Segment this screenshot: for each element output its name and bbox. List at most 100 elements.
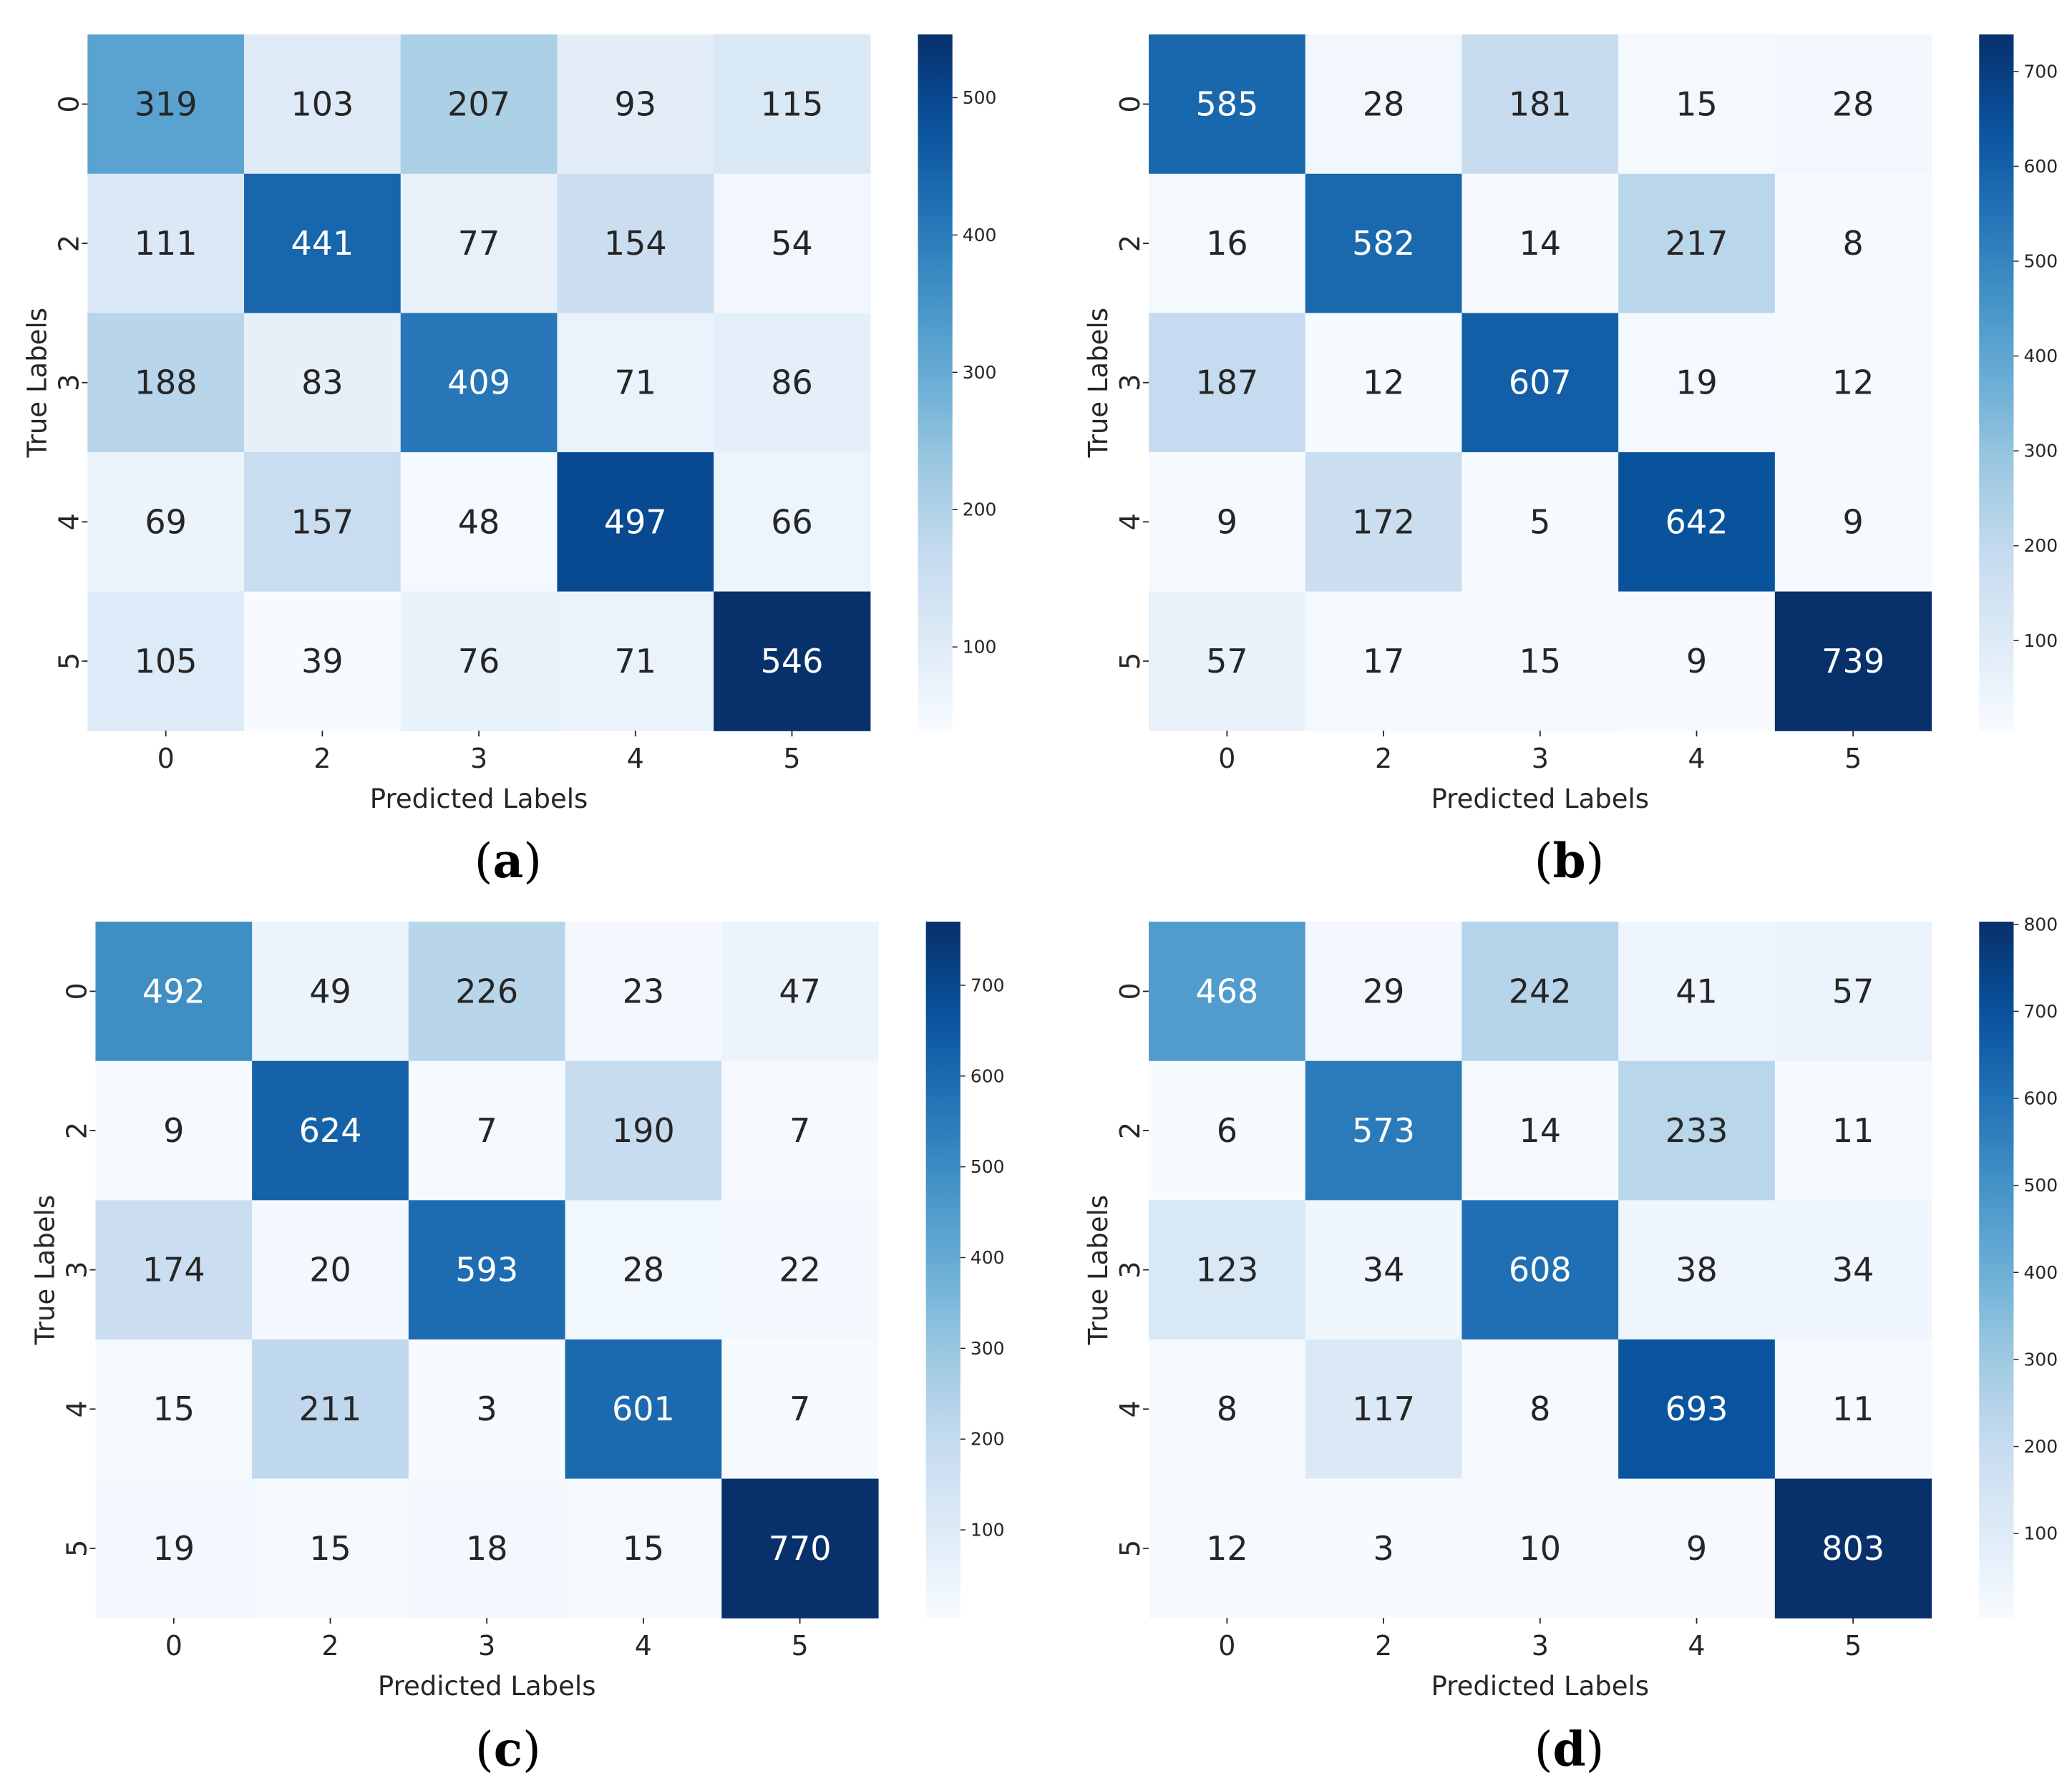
heatmap-cell bbox=[244, 452, 402, 592]
cell-value-label: 38 bbox=[1675, 1251, 1718, 1289]
heatmap-cell bbox=[87, 173, 245, 313]
colorbar-tick-label: 200 bbox=[963, 499, 997, 520]
cell-value-label: 12 bbox=[1832, 363, 1874, 402]
cell-value-label: 174 bbox=[142, 1251, 205, 1289]
cell-value-label: 47 bbox=[779, 972, 821, 1010]
heatmap-cell bbox=[1461, 34, 1619, 175]
heatmap-cell bbox=[1149, 34, 1306, 175]
x-tick-label: 5 bbox=[1844, 1630, 1862, 1661]
heatmap-cell bbox=[1461, 452, 1619, 592]
panel-label: (a) bbox=[475, 833, 542, 889]
cell-value-label: 49 bbox=[309, 972, 351, 1010]
x-tick-label: 5 bbox=[783, 743, 800, 774]
heatmap-cell bbox=[244, 313, 402, 453]
heatmap-cell bbox=[1149, 173, 1306, 313]
heatmap-cell bbox=[1774, 34, 1932, 175]
heatmap-cell bbox=[1774, 1478, 1932, 1619]
heatmap-cell bbox=[1149, 452, 1306, 592]
colorbar-tick-label: 100 bbox=[971, 1520, 1005, 1541]
cell-value-label: 585 bbox=[1195, 84, 1258, 123]
heatmap-cell bbox=[1305, 313, 1463, 453]
cell-value-label: 7 bbox=[477, 1111, 497, 1150]
heatmap-cell bbox=[408, 1060, 566, 1201]
heatmap-cell bbox=[714, 34, 871, 175]
x-tick-label: 2 bbox=[321, 1630, 339, 1661]
y-tick-label: 3 bbox=[53, 374, 84, 391]
x-tick-label: 3 bbox=[1532, 1630, 1549, 1661]
y-tick-label: 0 bbox=[61, 982, 92, 1000]
y-tick-label: 0 bbox=[1114, 982, 1146, 1000]
cell-value-label: 9 bbox=[1217, 502, 1237, 541]
heatmap-cell bbox=[87, 34, 245, 175]
cell-value-label: 12 bbox=[1206, 1529, 1248, 1568]
heatmap-cell bbox=[1618, 452, 1776, 592]
cell-value-label: 14 bbox=[1519, 224, 1562, 263]
colorbar-tick-label: 200 bbox=[2023, 535, 2058, 556]
heatmap-cell bbox=[244, 34, 402, 175]
cell-value-label: 20 bbox=[309, 1251, 351, 1289]
x-axis-title: Predicted Labels bbox=[1431, 784, 1650, 814]
heatmap-cell bbox=[721, 922, 879, 1062]
heatmap-cell bbox=[87, 313, 245, 453]
cell-value-label: 582 bbox=[1352, 224, 1415, 263]
cell-value-label: 69 bbox=[145, 502, 187, 541]
x-tick-label: 0 bbox=[157, 743, 175, 774]
cell-value-label: 57 bbox=[1832, 972, 1874, 1010]
x-tick-label: 5 bbox=[1844, 743, 1862, 774]
cell-value-label: 6 bbox=[1217, 1111, 1237, 1150]
y-axis-title: True Labels bbox=[1083, 1195, 1114, 1345]
heatmap-cell bbox=[1305, 922, 1463, 1062]
colorbar-tick-label: 500 bbox=[2023, 1175, 2058, 1196]
heatmap-cell bbox=[721, 1060, 879, 1201]
colorbar-tick-label: 200 bbox=[2023, 1436, 2058, 1457]
heatmap-cell bbox=[565, 1060, 722, 1201]
heatmap-cell bbox=[714, 452, 871, 592]
cell-value-label: 207 bbox=[447, 84, 510, 123]
cell-value-label: 83 bbox=[301, 363, 344, 402]
x-tick-label: 4 bbox=[1688, 1630, 1705, 1661]
colorbar-tick-label: 400 bbox=[2023, 1262, 2058, 1283]
x-axis-title: Predicted Labels bbox=[378, 1671, 596, 1702]
heatmap-cell bbox=[1774, 1200, 1932, 1340]
cell-value-label: 66 bbox=[771, 502, 813, 541]
cell-value-label: 15 bbox=[1519, 642, 1562, 680]
heatmap-cell bbox=[1774, 922, 1932, 1062]
heatmap-cell bbox=[1461, 173, 1619, 313]
heatmap-cell bbox=[1774, 591, 1932, 731]
colorbar bbox=[1979, 34, 2014, 731]
heatmap-cell bbox=[400, 452, 558, 592]
x-tick-label: 0 bbox=[1218, 1630, 1235, 1661]
heatmap-cell bbox=[721, 1478, 879, 1619]
colorbar bbox=[925, 922, 960, 1619]
heatmap-cell bbox=[1305, 1200, 1463, 1340]
cell-value-label: 14 bbox=[1519, 1111, 1562, 1150]
heatmap-cell bbox=[1149, 922, 1306, 1062]
y-tick-label: 0 bbox=[1114, 95, 1146, 112]
heatmap-cell bbox=[95, 1478, 253, 1619]
y-tick-label: 4 bbox=[53, 513, 84, 530]
cell-value-label: 593 bbox=[455, 1251, 518, 1289]
x-tick-label: 4 bbox=[1688, 743, 1705, 774]
heatmap-cell bbox=[252, 1339, 409, 1480]
heatmap-cell bbox=[721, 1200, 879, 1340]
cell-value-label: 8 bbox=[1529, 1390, 1550, 1428]
colorbar-tick-label: 700 bbox=[2023, 61, 2058, 82]
heatmap-cell bbox=[1149, 1200, 1306, 1340]
colorbar-tick-label: 300 bbox=[971, 1338, 1005, 1359]
y-tick-label: 3 bbox=[61, 1261, 92, 1279]
panel-label: (b) bbox=[1534, 833, 1605, 889]
cell-value-label: 497 bbox=[604, 502, 667, 541]
cell-value-label: 39 bbox=[301, 642, 344, 680]
heatmap-cell bbox=[400, 313, 558, 453]
cell-value-label: 187 bbox=[1195, 363, 1258, 402]
cell-value-label: 233 bbox=[1665, 1111, 1728, 1150]
cell-value-label: 11 bbox=[1832, 1390, 1874, 1428]
colorbar-tick-label: 800 bbox=[2023, 914, 2058, 934]
cell-value-label: 76 bbox=[458, 642, 500, 680]
x-tick-label: 3 bbox=[1532, 743, 1549, 774]
cell-value-label: 8 bbox=[1217, 1390, 1237, 1428]
cell-value-label: 624 bbox=[299, 1111, 362, 1150]
